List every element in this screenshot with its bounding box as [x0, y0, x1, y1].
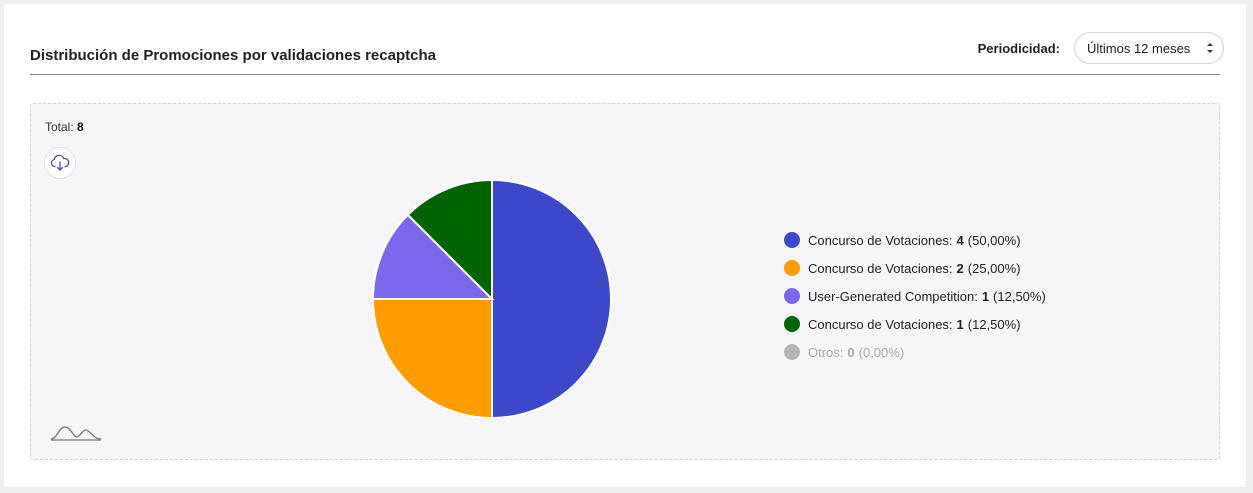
legend-value: 4 — [956, 232, 964, 248]
legend-swatch — [784, 232, 800, 248]
pie-slice-3[interactable] — [406, 178, 493, 302]
legend-label: User-Generated Competition: — [808, 288, 978, 304]
total-label: Total: — [45, 120, 74, 134]
legend-item-2[interactable]: User-Generated Competition: 1 (12,50%) — [784, 282, 1046, 310]
period-select[interactable]: Últimos 12 meses — [1074, 32, 1224, 64]
legend-value: 1 — [956, 316, 964, 332]
legend-item-1[interactable]: Concurso de Votaciones: 2 (25,00%) — [784, 254, 1046, 282]
pie-slice-2[interactable] — [371, 213, 495, 300]
period-label: Periodicidad: — [977, 41, 1060, 56]
cloud-download-icon — [50, 154, 70, 171]
legend-percent: (0,00%) — [858, 344, 905, 360]
card-header: Distribución de Promociones por validaci… — [30, 30, 1224, 75]
period-select-value: Últimos 12 meses — [1087, 41, 1191, 56]
legend-item-0[interactable]: Concurso de Votaciones: 4 (50,00%) — [784, 226, 1046, 254]
legend-label: Concurso de Votaciones: — [808, 232, 953, 248]
legend-item-4[interactable]: Otros: 0 (0,00%) — [784, 338, 1046, 366]
legend-item-3[interactable]: Concurso de Votaciones: 1 (12,50%) — [784, 310, 1046, 338]
total-value: 8 — [77, 120, 84, 134]
legend-percent: (12,50%) — [967, 316, 1021, 332]
wave-logo-icon — [50, 426, 102, 441]
legend-value: 1 — [981, 288, 990, 304]
chart-card: Distribución de Promociones por validaci… — [4, 4, 1246, 487]
sort-caret-icon — [1207, 43, 1213, 53]
pie-chart — [371, 178, 612, 420]
legend-percent: (25,00%) — [967, 260, 1021, 276]
legend-swatch — [784, 344, 800, 360]
chart-legend: Concurso de Votaciones: 4 (50,00%) Concurso… — [784, 226, 1046, 366]
legend-label: Otros: — [808, 344, 844, 360]
legend-label: Concurso de Votaciones: — [808, 260, 953, 276]
pie-slice-1[interactable] — [371, 298, 493, 420]
chart-panel: Total: 8 Concurso de Votaciones: 4 (50,00%… — [30, 103, 1220, 460]
legend-percent: (12,50%) — [993, 288, 1046, 304]
legend-percent: (50,00%) — [967, 232, 1021, 248]
chart-title: Distribución de Promociones por validaci… — [30, 47, 436, 64]
legend-swatch — [784, 288, 800, 304]
legend-value: 0 — [847, 344, 855, 360]
download-button[interactable] — [44, 147, 76, 179]
legend-value: 2 — [956, 260, 964, 276]
legend-swatch — [784, 316, 800, 332]
legend-label: Concurso de Votaciones: — [808, 316, 953, 332]
pie-slice-0[interactable] — [491, 178, 612, 420]
total-text: Total: 8 — [45, 120, 84, 134]
legend-swatch — [784, 260, 800, 276]
